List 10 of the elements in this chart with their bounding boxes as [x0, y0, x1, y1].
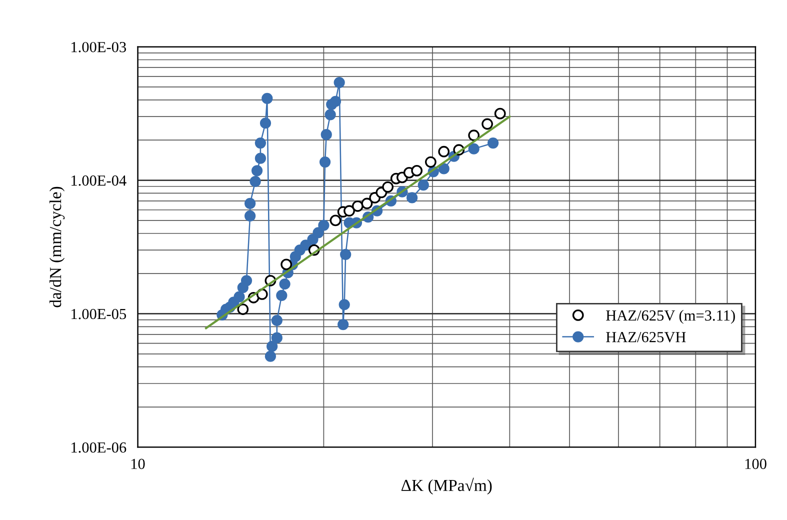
x-tick-label: 100 [745, 458, 766, 470]
legend-label: HAZ/625VH [606, 332, 686, 342]
y-tick-label: 1.00E-04 [72, 175, 126, 186]
y-axis-title: da/dN (mm/cycle) [49, 186, 65, 308]
y-tick-label: 1.00E-05 [72, 308, 126, 320]
legend-label: HAZ/625V (m=3.11) [606, 310, 735, 324]
y-tick-label: 1.00E-03 [72, 42, 126, 52]
x-axis-title: ΔK (MPa√m) [401, 478, 492, 494]
y-tick-label: 1.00E-06 [72, 442, 126, 453]
x-tick-label: 10 [131, 458, 145, 470]
